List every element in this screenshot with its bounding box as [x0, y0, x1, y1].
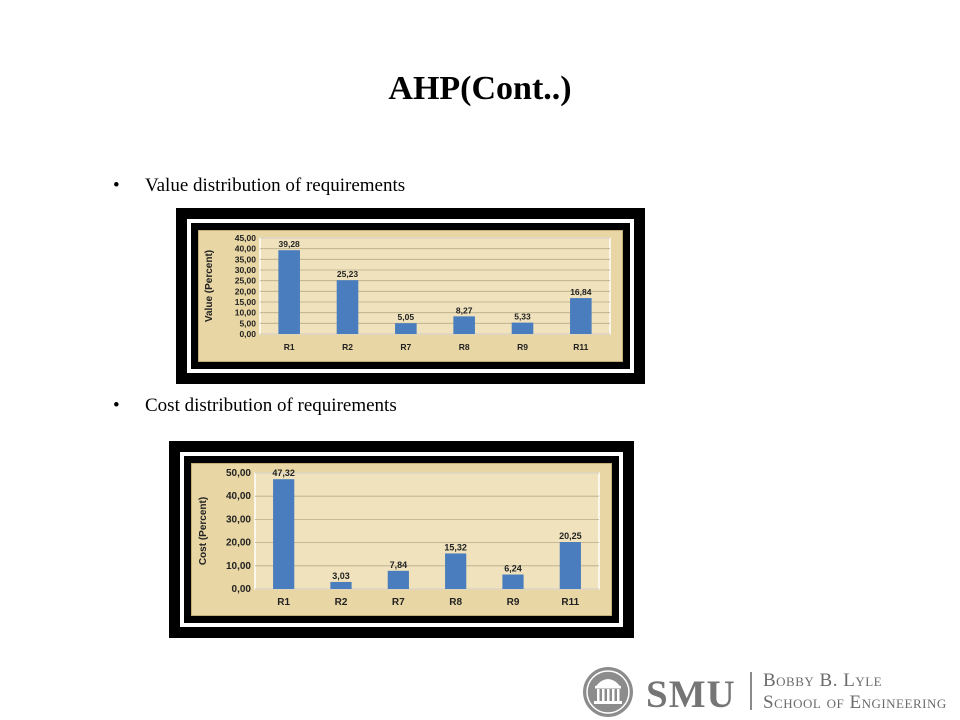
y-tick-label: 5,00	[239, 318, 256, 328]
bar	[387, 570, 409, 589]
data-label: 7,84	[390, 560, 408, 570]
y-tick-label: 15,00	[235, 297, 257, 307]
data-label: 16,84	[570, 287, 592, 297]
cost-chart-frame: 0,00 10,00 20,00 30,00 40,00 50,00 Cost (Perce…	[169, 441, 634, 638]
bar	[278, 250, 300, 334]
x-tick-label: R11	[573, 342, 588, 352]
bullet-value-distribution: • Value distribution of requirements	[113, 175, 405, 197]
plot-area	[254, 472, 600, 590]
y-axis-title: Value (Percent)	[204, 250, 215, 322]
cost-distribution-chart: 0,00 10,00 20,00 30,00 40,00 50,00 Cost (Perce…	[191, 463, 612, 616]
x-tick-label: R1	[284, 342, 295, 352]
y-tick-label: 30,00	[235, 265, 257, 275]
x-tick-label: R11	[561, 597, 579, 608]
data-label: 15,32	[444, 542, 467, 552]
y-tick-label: 45,00	[235, 233, 257, 243]
y-tick-label: 0,00	[239, 329, 256, 339]
y-tick-label: 0,00	[232, 584, 252, 595]
school-name-line1: Bobby B. Lyle	[763, 670, 883, 691]
bullet-text: Cost distribution of requirements	[145, 395, 397, 416]
bar	[273, 479, 295, 589]
data-label: 6,24	[504, 564, 522, 574]
x-tick-label: R1	[277, 597, 290, 608]
x-tick-label: R7	[392, 597, 405, 608]
slide-title: AHP(Cont..)	[388, 70, 572, 107]
y-tick-label: 20,00	[226, 538, 251, 549]
x-tick-label: R8	[459, 342, 470, 352]
data-label: 8,27	[456, 305, 473, 315]
bar	[453, 316, 475, 334]
smu-wordmark: SMU	[646, 673, 736, 716]
bar	[336, 280, 359, 334]
data-label: 3,03	[332, 571, 350, 581]
data-label: 5,05	[398, 312, 415, 322]
y-tick-label: 50,00	[226, 468, 251, 479]
data-label: 5,33	[514, 312, 531, 322]
data-label: 20,25	[559, 531, 582, 541]
dallas-hall-seal-icon	[583, 667, 633, 717]
bar	[330, 581, 352, 589]
data-label: 39,28	[279, 239, 301, 249]
bar	[511, 322, 534, 334]
y-tick-label: 10,00	[226, 561, 251, 572]
y-tick-label: 25,00	[235, 276, 257, 286]
x-tick-label: R2	[335, 597, 348, 608]
bullet-text: Value distribution of requirements	[145, 175, 406, 196]
y-tick-label: 35,00	[235, 254, 257, 264]
school-name-line2: School of Engineering	[763, 692, 947, 713]
bar	[502, 574, 524, 589]
x-tick-label: R8	[449, 597, 462, 608]
frame-inner-border	[180, 452, 623, 627]
y-tick-label: 40,00	[226, 491, 251, 502]
y-axis-title: Cost (Percent)	[198, 497, 209, 565]
bar	[395, 323, 417, 334]
y-tick-label: 10,00	[235, 308, 257, 318]
y-tick-label: 40,00	[235, 244, 257, 254]
logo-divider	[750, 672, 752, 710]
x-tick-label: R7	[400, 342, 411, 352]
bullet-marker: •	[113, 175, 120, 196]
bar	[559, 542, 581, 589]
bullet-cost-distribution: • Cost distribution of requirements	[113, 395, 397, 417]
bullet-marker: •	[113, 395, 120, 416]
data-label: 25,23	[337, 269, 359, 279]
y-tick-label: 30,00	[226, 514, 251, 525]
y-tick-label: 20,00	[235, 286, 257, 296]
frame-inner-border	[187, 219, 634, 373]
x-tick-label: R2	[342, 342, 353, 352]
x-tick-label: R9	[517, 342, 528, 352]
value-distribution-chart: 0,005,0010,0015,0020,0025,0030,0035,0040…	[198, 230, 623, 362]
plot-area	[259, 237, 611, 335]
x-tick-label: R9	[507, 597, 520, 608]
value-chart-frame: 0,00 5,00 10,00 15,00 20,00 25,00 30,00 35,00 40…	[176, 208, 645, 384]
smu-footer-logo: SMU Bobby B. Lyle School of Engineering	[578, 664, 958, 718]
bar	[445, 553, 467, 589]
bar	[570, 298, 592, 334]
data-label: 47,32	[272, 468, 295, 478]
